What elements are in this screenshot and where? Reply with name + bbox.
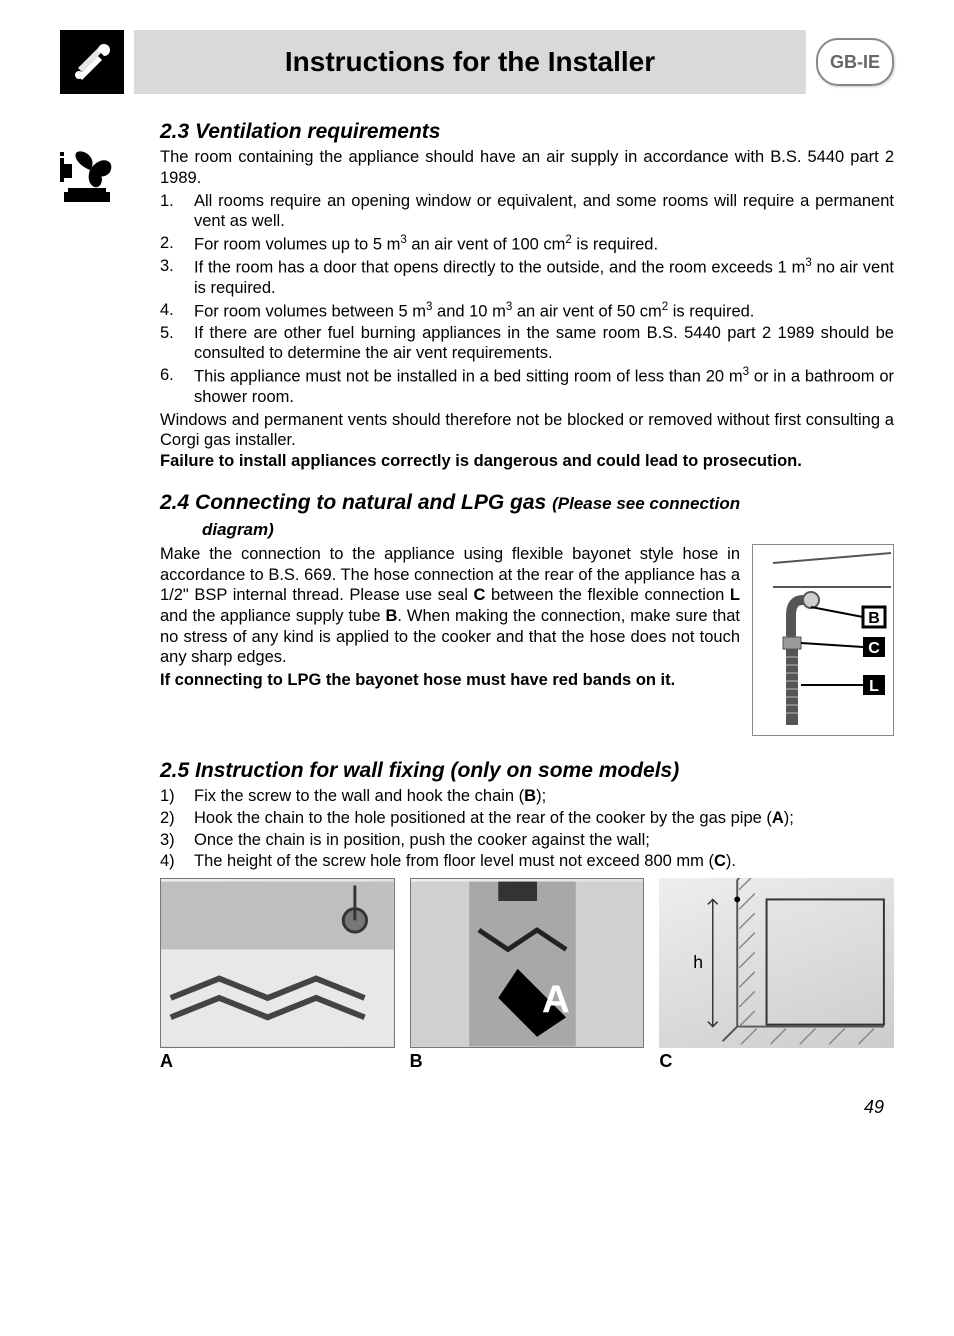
list-num: 2) bbox=[160, 808, 194, 829]
fan-icon bbox=[60, 144, 124, 208]
figure-h-label: h bbox=[694, 952, 704, 972]
section-2-3: 2.3 Ventilation requirements The room co… bbox=[60, 119, 894, 1072]
heading-2-5: 2.5 Instruction for wall fixing (only on… bbox=[160, 758, 894, 784]
list-item: For room volumes between 5 m3 and 10 m3 … bbox=[194, 300, 894, 322]
list-num: 2. bbox=[160, 233, 194, 255]
s23-after1: Windows and permanent vents should there… bbox=[160, 410, 894, 451]
list-item: For room volumes up to 5 m3 an air vent … bbox=[194, 233, 894, 255]
list-item: Fix the screw to the wall and hook the c… bbox=[194, 786, 894, 807]
list-num: 4) bbox=[160, 851, 194, 872]
svg-text:A: A bbox=[542, 978, 570, 1021]
s25-list: 1)Fix the screw to the wall and hook the… bbox=[160, 786, 894, 872]
s24-C: C bbox=[474, 586, 486, 604]
list-num: 6. bbox=[160, 365, 194, 408]
list-num: 1. bbox=[160, 191, 194, 232]
list-num: 1) bbox=[160, 786, 194, 807]
region-badge: GB-IE bbox=[816, 38, 894, 86]
figure-A: A bbox=[160, 878, 395, 1073]
s24-text: Make the connection to the appliance usi… bbox=[160, 544, 740, 690]
figure-row: A A B bbox=[160, 878, 894, 1073]
heading-2-3: 2.3 Ventilation requirements bbox=[160, 119, 894, 145]
page-title: Instructions for the Installer bbox=[285, 46, 655, 78]
list-item: The height of the screw hole from floor … bbox=[194, 851, 894, 872]
diagram-label-C: C bbox=[868, 640, 880, 657]
list-item: If the room has a door that opens direct… bbox=[194, 256, 894, 299]
region-badge-text: GB-IE bbox=[830, 52, 880, 73]
heading-2-4: 2.4 Connecting to natural and LPG gas (P… bbox=[160, 490, 894, 543]
list-item: Once the chain is in position, push the … bbox=[194, 830, 894, 851]
page-title-banner: Instructions for the Installer bbox=[134, 30, 806, 94]
connection-diagram: B C L bbox=[752, 544, 894, 736]
s23-after2: Failure to install appliances correctly … bbox=[160, 451, 894, 472]
diagram-label-B: B bbox=[868, 610, 880, 627]
list-num: 3. bbox=[160, 256, 194, 299]
list-item: All rooms require an opening window or e… bbox=[194, 191, 894, 232]
list-item: If there are other fuel burning applianc… bbox=[194, 323, 894, 364]
s24-p1b: between the flexible connection bbox=[485, 586, 729, 604]
figure-B: A B bbox=[410, 878, 645, 1073]
header-row: Instructions for the Installer GB-IE bbox=[60, 30, 894, 94]
s24-L: L bbox=[730, 586, 740, 604]
figure-label-A: A bbox=[160, 1050, 395, 1073]
section-2-4-row: Make the connection to the appliance usi… bbox=[160, 544, 894, 736]
s24-B: B bbox=[386, 607, 398, 625]
figure-C: h C bbox=[659, 878, 894, 1073]
diagram-label-L: L bbox=[869, 678, 879, 695]
figure-label-B: B bbox=[410, 1050, 645, 1073]
s24-p2: If connecting to LPG the bayonet hose mu… bbox=[160, 670, 740, 691]
list-num: 5. bbox=[160, 323, 194, 364]
s24-p1c: and the appliance supply tube bbox=[160, 607, 386, 625]
s23-intro: The room containing the appliance should… bbox=[160, 147, 894, 188]
page-number: 49 bbox=[60, 1097, 894, 1118]
list-num: 4. bbox=[160, 300, 194, 322]
figure-label-C: C bbox=[659, 1050, 894, 1073]
list-item: Hook the chain to the hole positioned at… bbox=[194, 808, 894, 829]
left-margin bbox=[60, 119, 145, 1072]
list-item: This appliance must not be installed in … bbox=[194, 365, 894, 408]
s23-list: 1.All rooms require an opening window or… bbox=[160, 191, 894, 408]
list-num: 3) bbox=[160, 830, 194, 851]
tools-icon bbox=[60, 30, 124, 94]
